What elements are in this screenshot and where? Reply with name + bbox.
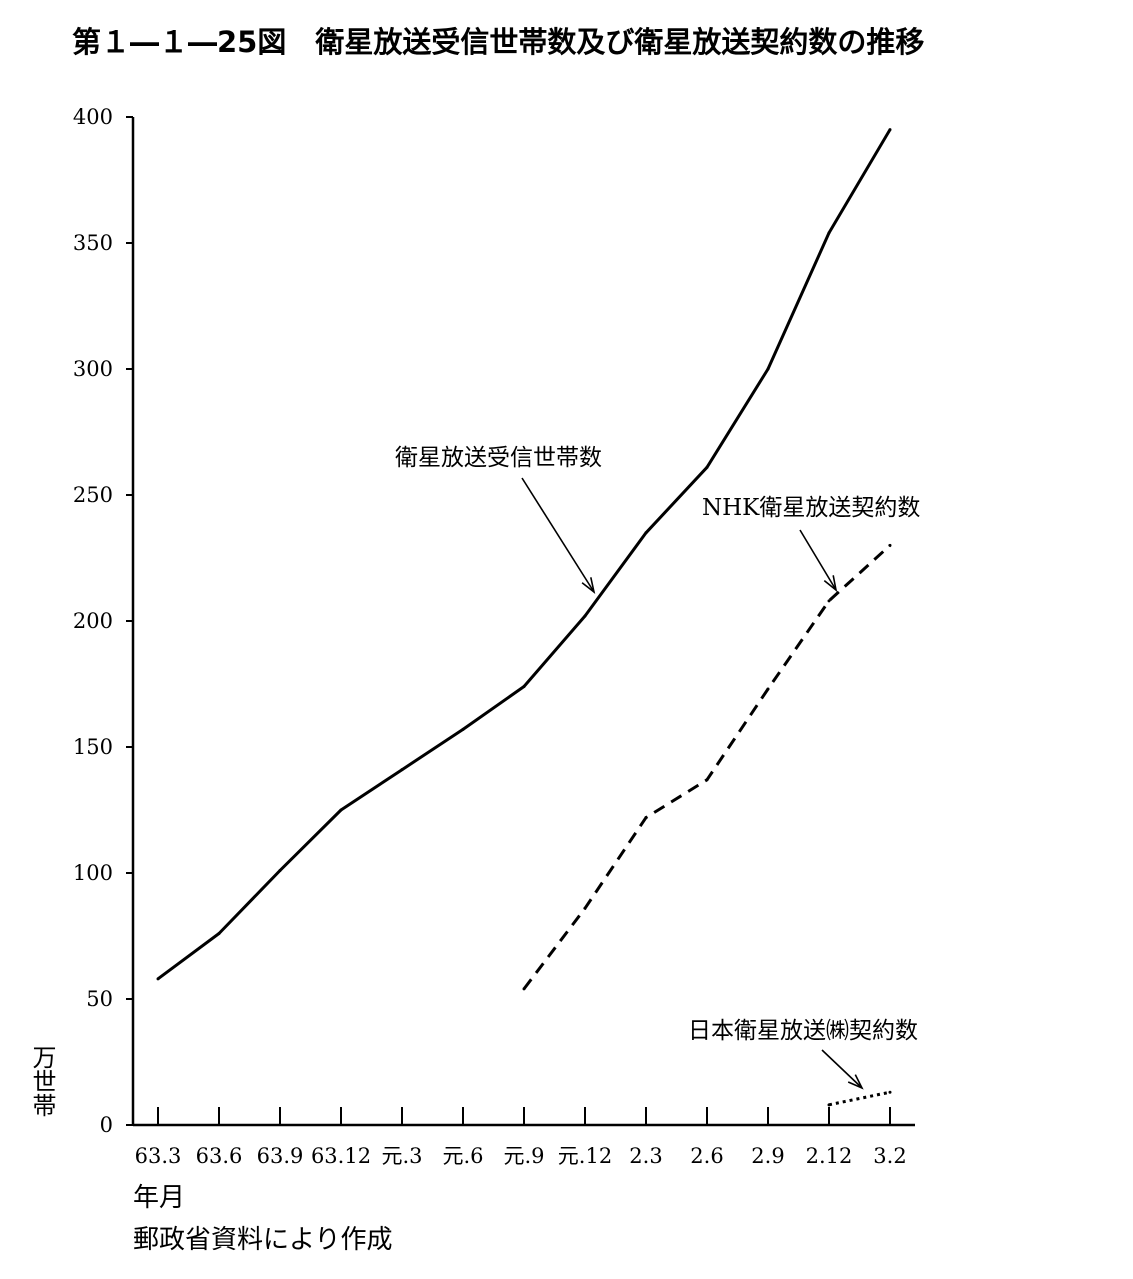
data-point — [583, 906, 587, 910]
y-tick-label: 150 — [73, 735, 113, 759]
annotation-arrow-1 — [521, 477, 595, 593]
series-line-1 — [157, 128, 892, 981]
annotation-arrowhead-3 — [847, 1074, 864, 1090]
data-point — [705, 778, 709, 782]
series-line-2 — [522, 544, 892, 990]
data-point — [888, 543, 892, 547]
x-tick-label: 元.6 — [442, 1144, 483, 1168]
data-point — [278, 868, 282, 872]
data-point — [339, 808, 343, 812]
data-point — [888, 128, 892, 132]
data-point — [888, 1090, 892, 1094]
data-point — [522, 987, 526, 991]
y-unit-label: 万世帯 — [28, 1045, 56, 1117]
data-point — [217, 931, 221, 935]
data-point — [644, 816, 648, 820]
source-note: 郵政省資料により作成 — [133, 1225, 392, 1255]
data-point — [644, 531, 648, 535]
x-tick-label: 63.12 — [311, 1144, 371, 1168]
y-axis: 0 50 100 150 200 250 300 350 400 — [73, 105, 135, 1137]
x-axis-label: 年月 — [133, 1183, 185, 1213]
chart-title: 第１―１―25図 衛星放送受信世帯数及び衛星放送契約数の推移 — [72, 25, 924, 59]
series-line-3 — [828, 1090, 891, 1107]
y-tick-label: 50 — [86, 987, 113, 1011]
data-point — [705, 465, 709, 469]
x-tick-label: 元.12 — [558, 1144, 612, 1168]
x-tick-label: 2.3 — [629, 1144, 662, 1168]
annotation-arrow-3 — [821, 1049, 863, 1089]
x-tick-label: 元.9 — [503, 1144, 544, 1168]
x-tick-label: 3.2 — [873, 1144, 906, 1168]
plot-area — [156, 128, 892, 1107]
data-point — [827, 231, 831, 235]
y-tick-label: 100 — [73, 861, 113, 885]
y-tick-label: 0 — [100, 1113, 113, 1137]
y-tick-label: 200 — [73, 609, 113, 633]
x-tick-label: 63.3 — [135, 1144, 182, 1168]
x-axis: 63.3 63.6 63.9 63.12 元.3 元.6 元.9 元.12 2.3 2.6 2.9 2… — [133, 1107, 915, 1168]
data-point — [827, 599, 831, 603]
x-tick-label: 2.6 — [690, 1144, 723, 1168]
x-tick-label: 63.6 — [196, 1144, 243, 1168]
y-tick-label: 400 — [73, 105, 113, 129]
data-point — [827, 1103, 831, 1107]
data-point — [583, 614, 587, 618]
series-label-3: 日本衛星放送㈱契約数 — [688, 1018, 918, 1044]
y-tick-label: 300 — [73, 357, 113, 381]
series-label-2: NHK衛星放送契約数 — [702, 495, 920, 521]
data-point — [522, 685, 526, 689]
x-tick-label: 63.9 — [257, 1144, 304, 1168]
data-point — [400, 768, 404, 772]
data-point — [766, 687, 770, 691]
x-tick-label: 元.3 — [381, 1144, 422, 1168]
x-tick-label: 2.12 — [806, 1144, 853, 1168]
y-tick-label: 250 — [73, 483, 113, 507]
data-point — [156, 977, 160, 981]
series-label-1: 衛星放送受信世帯数 — [395, 445, 602, 471]
y-tick-label: 350 — [73, 231, 113, 255]
annotation-arrowhead-2 — [823, 575, 838, 592]
annotation-arrowhead-1 — [581, 577, 596, 594]
data-point — [766, 367, 770, 371]
annotation-arrow-2 — [799, 529, 837, 591]
x-tick-label: 2.9 — [751, 1144, 784, 1168]
data-point — [461, 727, 465, 731]
